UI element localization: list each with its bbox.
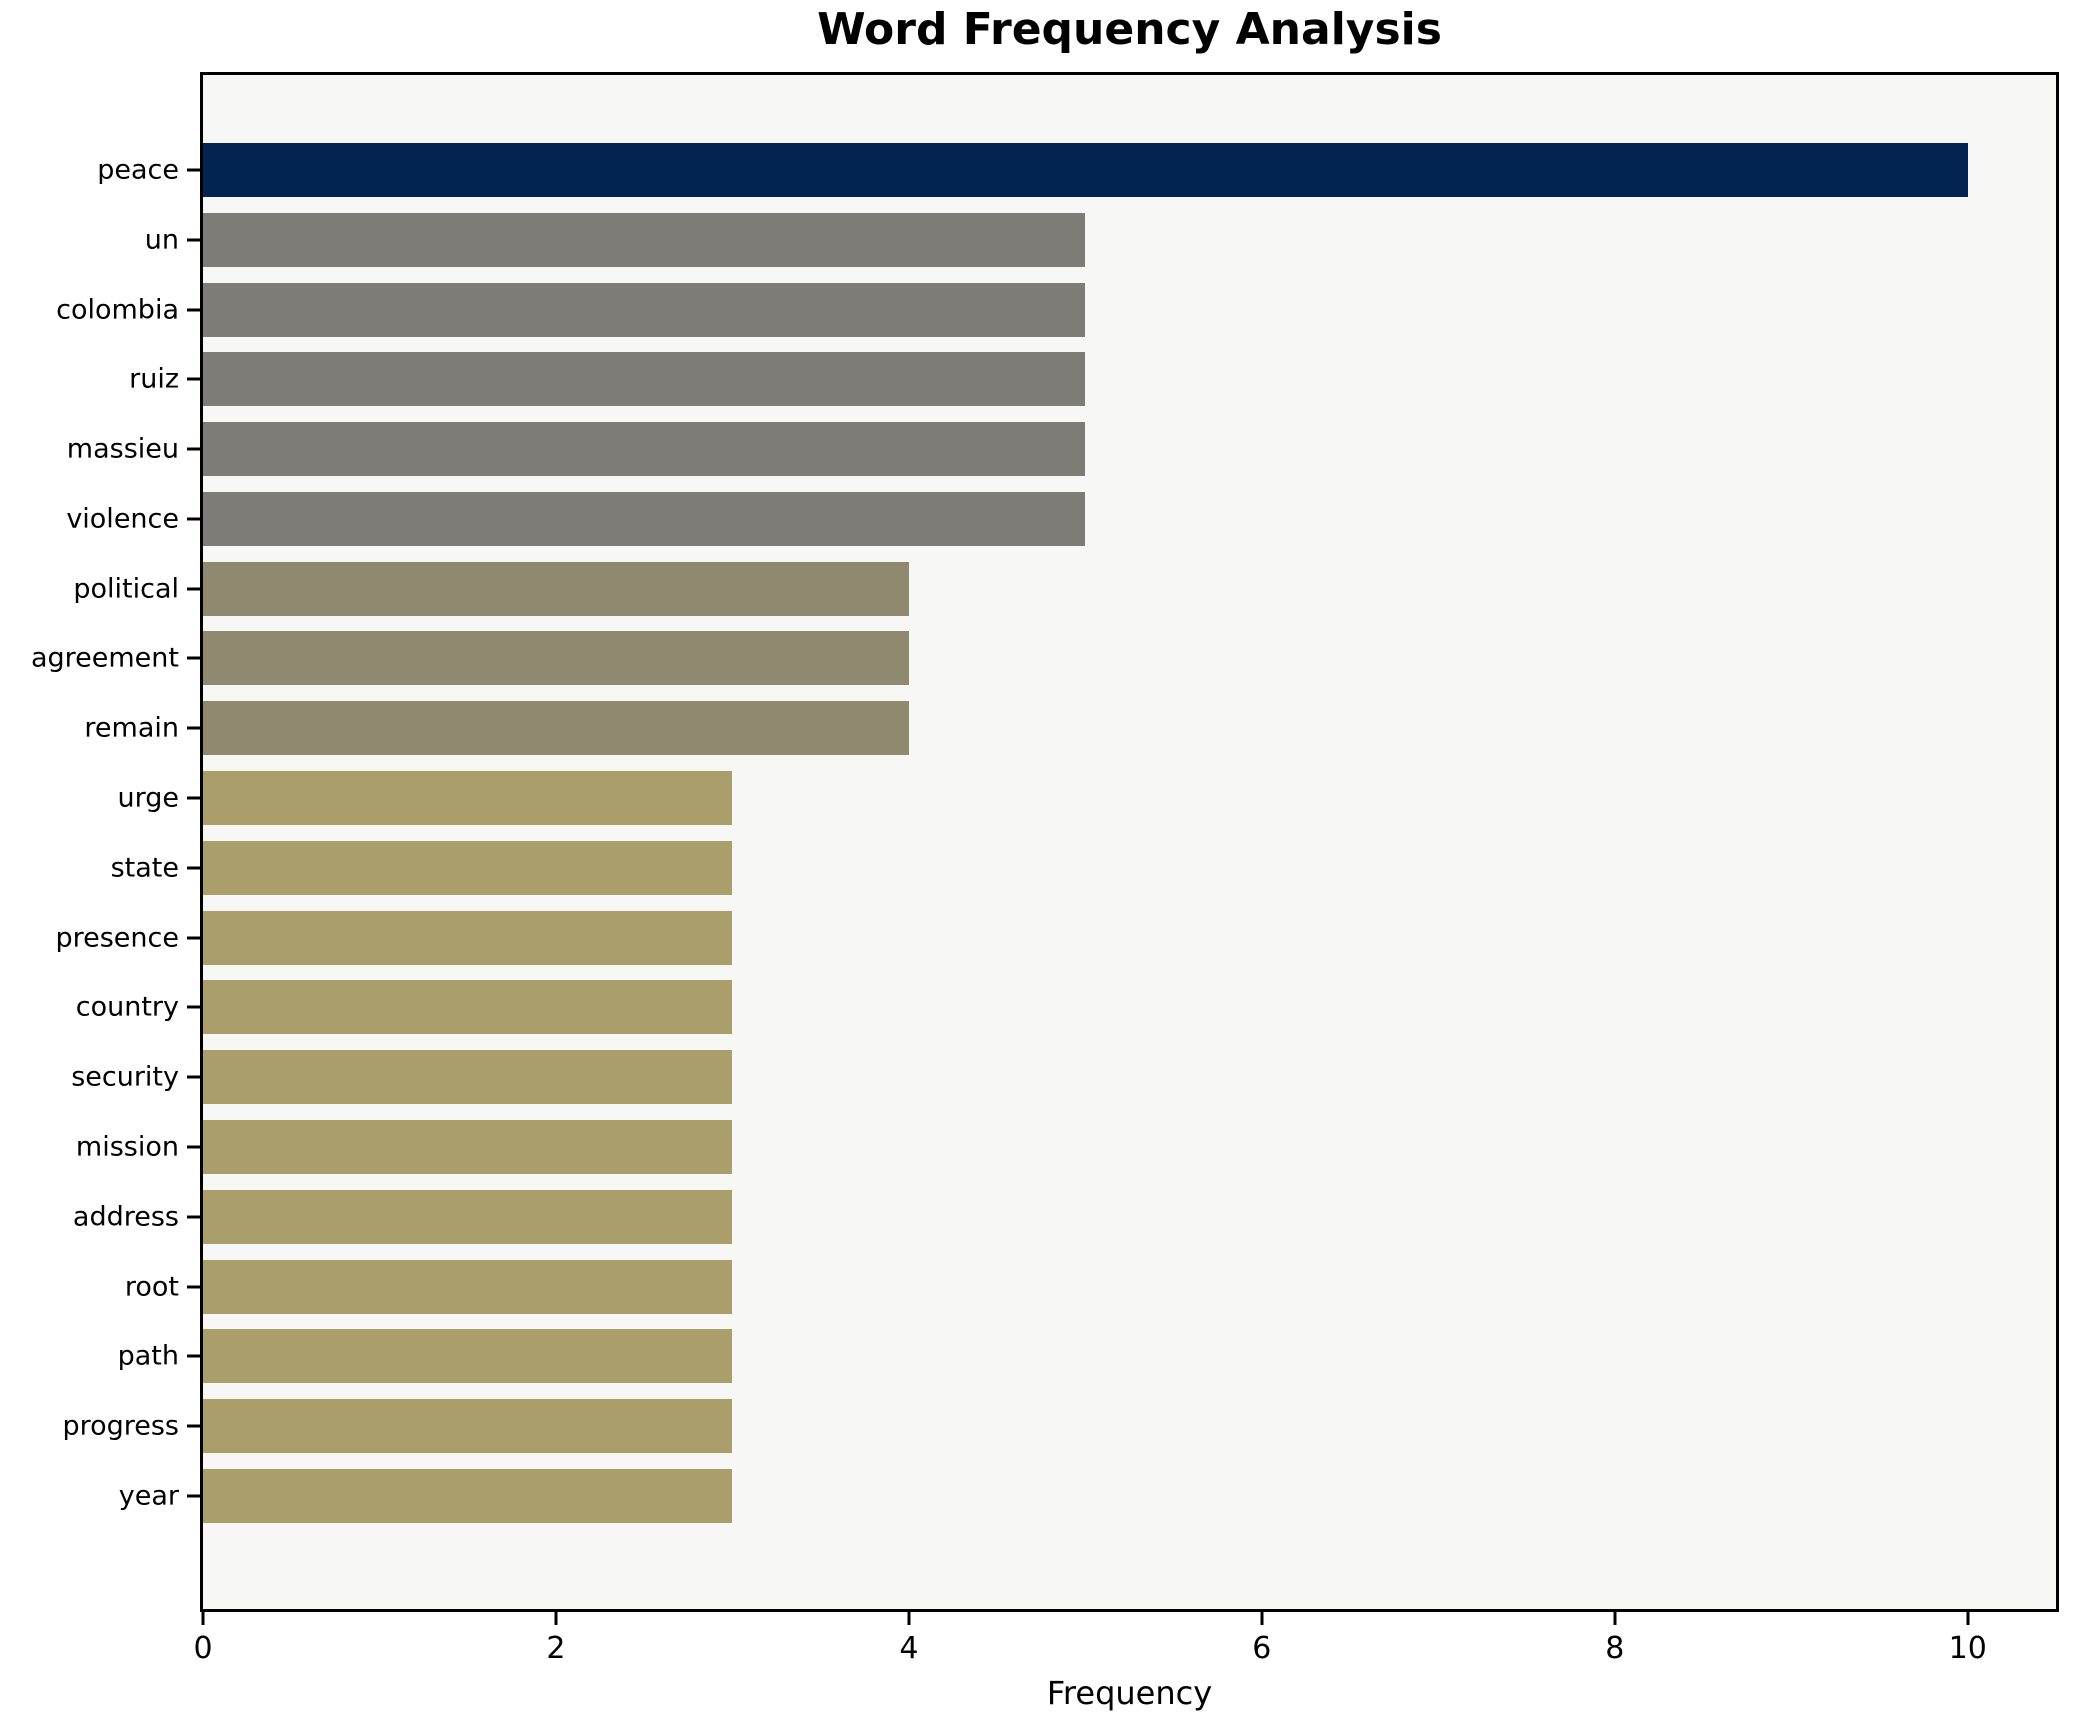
y-tick-label: violence (66, 503, 179, 535)
y-tick (187, 377, 200, 381)
y-tick (187, 1145, 200, 1149)
x-tick (907, 1612, 911, 1625)
bar-row: address (73, 1189, 2056, 1244)
bar (203, 143, 1968, 197)
bar (203, 1050, 733, 1105)
bar-row: mission (76, 1119, 2056, 1174)
y-tick-label: remain (84, 712, 179, 744)
plot-area: peace un colombia ruiz massieu violence politi… (31, 72, 2059, 1612)
x-tick (1260, 1612, 1264, 1625)
y-tick-label: security (71, 1061, 179, 1093)
bar-row: path (118, 1329, 2056, 1384)
x-tick-label: 0 (193, 1631, 213, 1666)
y-tick-label: peace (97, 154, 179, 186)
y-tick-label: year (118, 1480, 179, 1512)
bar (203, 1468, 733, 1523)
y-tick-label: mission (75, 1131, 179, 1163)
x-tick-label: 6 (1252, 1631, 1272, 1666)
bar-row: presence (55, 910, 2056, 965)
bar-group: peace un colombia ruiz massieu violence politi… (31, 75, 2056, 1609)
y-tick-label: root (124, 1271, 179, 1302)
bar (203, 1329, 733, 1384)
y-tick (187, 936, 200, 940)
bar (203, 491, 1086, 546)
bar-row: progress (62, 1399, 2056, 1454)
y-tick (187, 866, 200, 870)
y-tick (187, 1215, 200, 1219)
x-tick-label: 8 (1605, 1631, 1625, 1666)
y-tick-label: political (73, 573, 179, 605)
y-tick (187, 1494, 200, 1498)
bar-row: un (145, 212, 2056, 267)
bar (203, 631, 909, 686)
x-tick (1613, 1612, 1617, 1625)
bar-row: security (71, 1050, 2056, 1105)
x-tick-label: 4 (899, 1631, 919, 1666)
y-tick (187, 726, 200, 730)
y-tick (187, 1005, 200, 1009)
bar-row: agreement (31, 631, 2056, 686)
bar (203, 980, 733, 1035)
bar (203, 771, 733, 826)
y-tick (187, 656, 200, 660)
bar (203, 701, 909, 756)
y-tick (187, 517, 200, 521)
bar-row: political (73, 561, 2056, 616)
y-tick-label: path (117, 1340, 179, 1372)
y-tick-label: massieu (66, 433, 179, 465)
y-tick (187, 168, 200, 172)
y-tick-label: state (110, 852, 179, 884)
bar-row: state (111, 840, 2056, 895)
bar-row: country (76, 980, 2056, 1035)
y-tick-label: ruiz (129, 363, 179, 395)
bar (203, 352, 1086, 407)
x-tick-label: 2 (546, 1631, 566, 1666)
y-tick-label: presence (55, 922, 179, 954)
bar-row: ruiz (129, 352, 2056, 407)
x-tick (1966, 1612, 1970, 1625)
y-tick-label: progress (62, 1410, 179, 1442)
bar-row: violence (66, 491, 2056, 546)
bar (203, 282, 1086, 337)
bar (203, 1119, 733, 1174)
y-tick-label: country (75, 991, 179, 1023)
y-tick (187, 1424, 200, 1428)
y-tick-label: address (72, 1201, 179, 1233)
bar (203, 1189, 733, 1244)
chart-title: Word Frequency Analysis (817, 4, 1442, 55)
bar-row: remain (84, 701, 2056, 756)
bar (203, 910, 733, 965)
y-tick-label: un (144, 224, 179, 256)
x-tick (201, 1612, 205, 1625)
y-tick (187, 1354, 200, 1358)
bar (203, 840, 733, 895)
bar (203, 1399, 733, 1454)
bar (203, 1259, 733, 1314)
y-tick (187, 308, 200, 312)
bar-row: colombia (56, 282, 2056, 337)
y-tick (187, 447, 200, 451)
x-axis-label: Frequency (1046, 1674, 1213, 1712)
bar (203, 422, 1086, 477)
bar-row: root (125, 1259, 2056, 1314)
y-tick-label: agreement (30, 642, 179, 674)
y-tick (187, 587, 200, 591)
bar (203, 561, 909, 616)
x-axis: 0 2 4 6 8 10 (193, 1612, 2056, 1712)
bar-row: peace (97, 143, 2056, 197)
y-tick-label: colombia (56, 294, 179, 326)
x-tick-label: 10 (1948, 1631, 1987, 1666)
y-tick (187, 1285, 200, 1288)
bar-row: massieu (67, 422, 2056, 477)
bar (203, 212, 1086, 267)
bar-row: year (119, 1468, 2056, 1523)
bar-row: urge (118, 771, 2056, 826)
x-tick (554, 1612, 558, 1625)
y-tick-label: urge (117, 782, 180, 814)
y-tick (187, 1075, 200, 1079)
y-tick (187, 238, 200, 242)
y-tick (187, 796, 200, 800)
